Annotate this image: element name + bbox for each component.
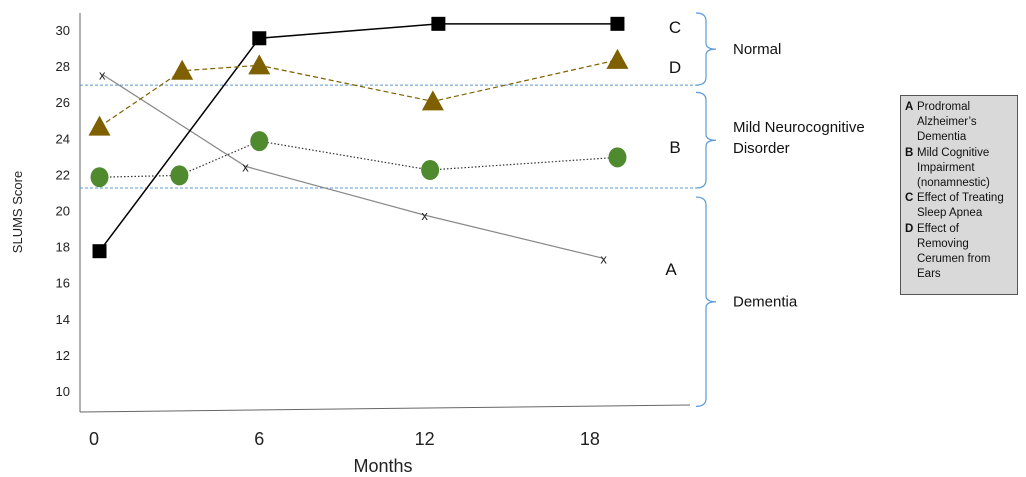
- series-line-B: [99, 140, 618, 178]
- point-C: [610, 16, 625, 31]
- series-line-C: [98, 23, 618, 252]
- region-brace: [695, 12, 717, 86]
- point-D: [606, 48, 629, 69]
- region-label: Disorder: [733, 140, 790, 157]
- series-label-B: B: [669, 138, 680, 157]
- legend-line: Impairment: [917, 161, 975, 174]
- region-brace: [695, 91, 717, 189]
- region-brace: [695, 196, 717, 407]
- x-tick-label: 12: [415, 429, 435, 449]
- point-C: [252, 31, 267, 46]
- legend-key: C: [905, 192, 914, 205]
- legend-line: Sleep Apnea: [917, 207, 983, 220]
- region-label: Normal: [733, 41, 781, 58]
- region-label: Dementia: [733, 294, 798, 311]
- legend-text: Effect of Treating Sleep Apnea: [917, 191, 1015, 221]
- series-line-A: [101, 73, 604, 260]
- x-tick-label: 0: [89, 429, 99, 449]
- y-tick-label: 10: [56, 384, 70, 399]
- legend-line: Ears: [917, 268, 941, 281]
- legend-text: Mild Cognitive Impairment (nonamnestic): [917, 146, 1015, 192]
- y-tick-label: 22: [56, 167, 70, 182]
- legend-line: Prodromal: [917, 101, 971, 113]
- legend-line: Effect of Treating: [917, 192, 1004, 205]
- series-label-C: C: [669, 18, 681, 37]
- x-axis-line: [79, 404, 691, 413]
- legend-item-A: A Prodromal Alzheimer’s Dementia: [905, 100, 1015, 146]
- y-axis-title: SLUMS Score: [10, 171, 25, 253]
- point-A: x: [99, 67, 106, 82]
- region-label: Mild Neurocognitive: [733, 119, 865, 136]
- point-A: x: [600, 251, 607, 266]
- point-A: x: [242, 159, 249, 174]
- legend-line: Alzheimer’s: [917, 116, 977, 129]
- legend-item-B: B Mild Cognitive Impairment (nonamnestic): [905, 146, 1015, 192]
- point-D: [88, 115, 111, 136]
- legend-line: Cerumen from: [917, 253, 991, 266]
- point-C: [92, 244, 107, 259]
- point-D: [421, 90, 444, 111]
- point-D: [171, 59, 194, 80]
- legend: A Prodromal Alzheimer’s Dementia B Mild Cogni…: [900, 95, 1018, 295]
- y-tick-label: 14: [56, 312, 70, 327]
- series-label-A: A: [665, 260, 677, 279]
- point-C: [431, 16, 446, 31]
- point-D: [248, 54, 271, 75]
- y-tick-label: 12: [56, 348, 70, 363]
- y-tick-label: 24: [56, 131, 70, 146]
- y-tick-label: 26: [56, 95, 70, 110]
- legend-line: Effect of: [917, 222, 959, 235]
- point-B: [421, 159, 440, 180]
- series-label-D: D: [669, 58, 681, 77]
- legend-line: Dementia: [917, 131, 967, 144]
- legend-item-D: D Effect of Removing Cerumen from Ears: [905, 222, 1015, 283]
- y-tick-label: 18: [56, 240, 70, 255]
- legend-text: Effect of Removing Cerumen from Ears: [917, 222, 1015, 283]
- legend-line: Mild Cognitive: [917, 146, 990, 159]
- point-B: [250, 131, 269, 152]
- y-tick-label: 20: [56, 204, 70, 219]
- x-tick-label: 6: [254, 429, 264, 449]
- x-axis-title: Months: [353, 456, 412, 476]
- point-B: [608, 147, 627, 168]
- point-A: x: [421, 208, 428, 223]
- legend-item-C: C Effect of Treating Sleep Apnea: [905, 191, 1015, 221]
- legend-line: (nonamnestic): [917, 177, 990, 190]
- legend-text: Prodromal Alzheimer’s Dementia: [917, 100, 1015, 146]
- legend-key: D: [905, 222, 914, 235]
- y-tick-label: 16: [56, 276, 70, 291]
- x-tick-label: 18: [580, 429, 600, 449]
- y-tick-label: 28: [56, 59, 70, 74]
- point-B: [170, 165, 189, 186]
- point-B: [90, 167, 109, 188]
- legend-key: A: [905, 101, 914, 113]
- legend-key: B: [905, 146, 914, 159]
- y-tick-label: 30: [56, 23, 70, 38]
- legend-line: Removing: [917, 237, 969, 250]
